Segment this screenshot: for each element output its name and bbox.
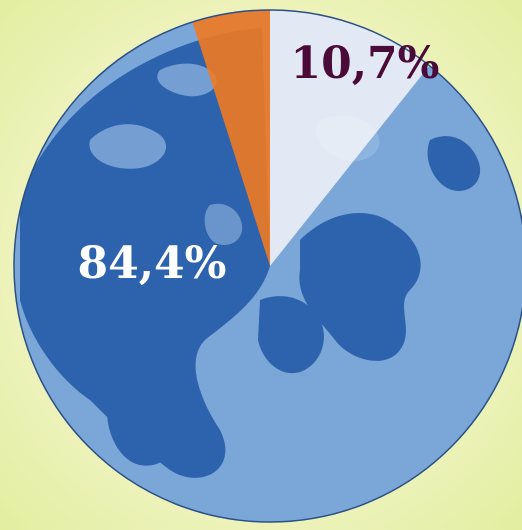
slice-label-blue: 84,4% — [78, 238, 227, 289]
pie-slice-orange — [191, 10, 270, 266]
pie-slice-white — [270, 10, 431, 266]
globe-outline — [13, 9, 522, 523]
pie-slices — [191, 10, 431, 266]
slice-label-white: 10,7% — [291, 38, 440, 89]
